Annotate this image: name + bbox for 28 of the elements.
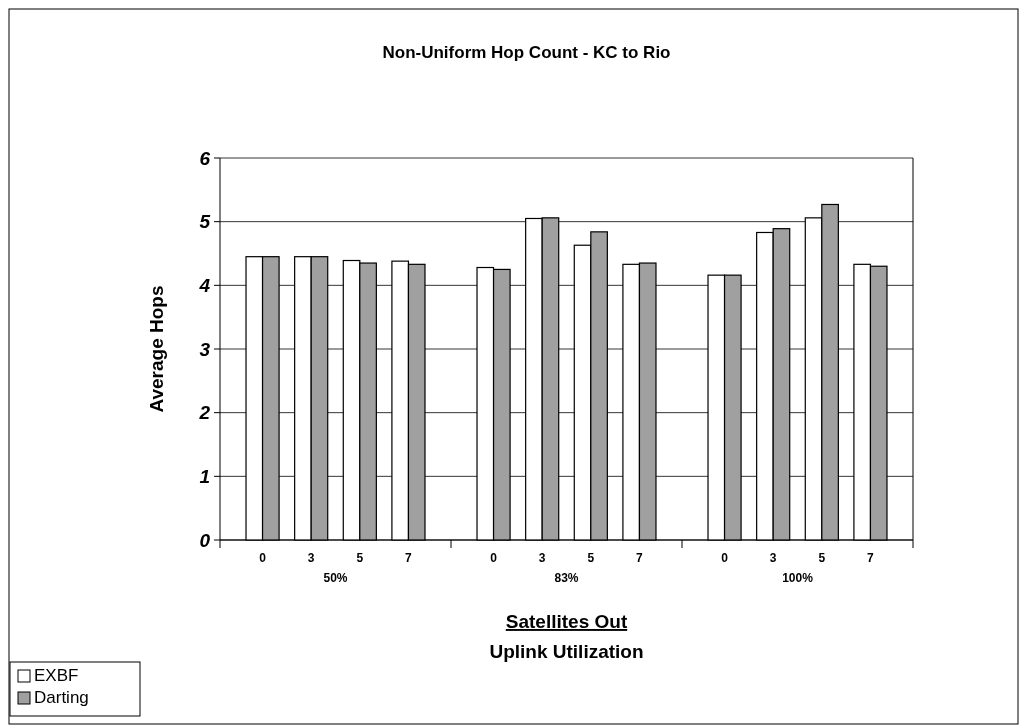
text: 83%	[554, 571, 579, 585]
x-tick-label: 7	[405, 551, 413, 565]
x-tick-label: 7	[636, 551, 644, 565]
x-tick-label: 3	[769, 551, 777, 565]
x-tick-label: 3	[538, 551, 546, 565]
y-tick-label: 2	[198, 402, 211, 424]
x-axis-title: Satellites Out	[505, 611, 628, 632]
y-tick-label: 4	[198, 274, 211, 296]
x-tick-label: 5	[818, 551, 826, 565]
y-tick-label: 5	[199, 211, 211, 233]
chart-title: Non-Uniform Hop Count - KC to Rio	[382, 43, 671, 62]
y-tick-label: 1	[199, 465, 210, 487]
x-tick-label: 3	[307, 551, 315, 565]
x-tick-label: 0	[721, 551, 729, 565]
legend-label: Darting	[34, 688, 89, 707]
x-tick-label: 5	[587, 551, 595, 565]
x-tick-label: 0	[490, 551, 498, 565]
text: 100%	[782, 571, 814, 585]
legend-label: EXBF	[34, 666, 79, 685]
y-tick-label: 0	[199, 529, 211, 551]
y-tick-label: 3	[199, 338, 211, 360]
text: Uplink Utilization	[489, 641, 644, 662]
x-tick-label: 5	[356, 551, 364, 565]
x-tick-label: 0	[259, 551, 267, 565]
x-tick-label: 7	[867, 551, 875, 565]
y-axis-title: Average Hops	[146, 285, 167, 413]
y-tick-label: 6	[199, 147, 211, 169]
text: 50%	[323, 571, 348, 585]
